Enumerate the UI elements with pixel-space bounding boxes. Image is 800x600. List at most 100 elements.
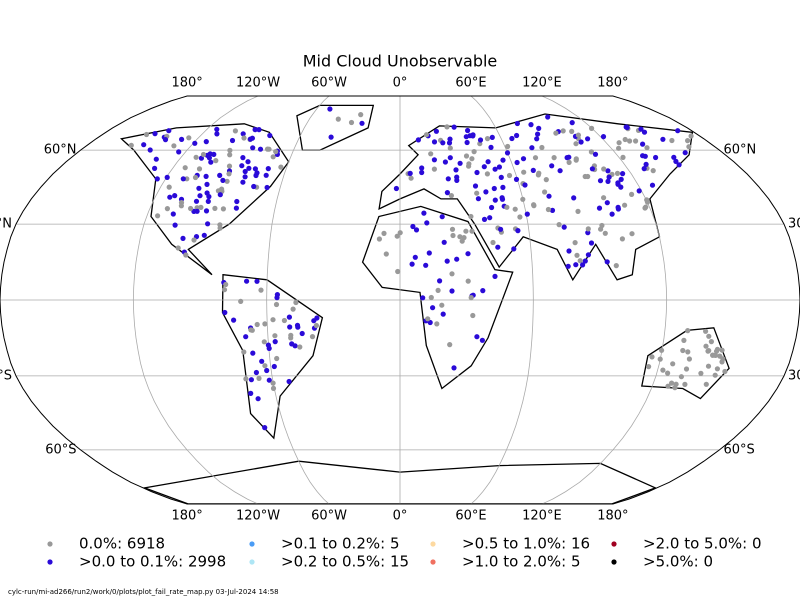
station-dot <box>272 339 278 345</box>
station-dot <box>659 347 665 353</box>
station-dot <box>423 132 430 138</box>
station-dot <box>627 138 633 144</box>
station-dot <box>479 337 485 343</box>
legend-marker <box>249 541 255 547</box>
station-dot <box>536 125 542 131</box>
station-dot <box>557 168 563 174</box>
station-dot <box>128 142 134 148</box>
station-dot <box>500 157 506 163</box>
station-dot <box>170 211 176 217</box>
station-dot <box>642 205 648 211</box>
station-dot <box>457 234 463 240</box>
meridian-label-bottom: 60°W <box>311 509 347 524</box>
station-dot <box>281 317 287 324</box>
station-dot <box>714 366 721 372</box>
station-dot <box>585 136 591 142</box>
station-dot <box>470 312 476 319</box>
coastline <box>378 113 694 282</box>
station-dot <box>193 154 199 160</box>
station-dot <box>274 355 280 362</box>
station-dot <box>265 342 271 348</box>
station-dot <box>242 174 248 180</box>
station-dot <box>297 344 303 350</box>
station-dot <box>601 195 607 201</box>
station-dot <box>328 134 334 140</box>
station-dot <box>449 271 455 277</box>
meridian-label-bottom: 180° <box>171 509 202 524</box>
station-dot <box>427 319 433 326</box>
station-dot <box>430 305 436 311</box>
station-dot <box>227 152 233 158</box>
station-dot <box>504 204 510 210</box>
station-dot <box>250 350 256 356</box>
station-dot <box>246 165 252 171</box>
station-dot <box>572 240 578 246</box>
station-dot <box>465 251 471 257</box>
station-dot <box>179 136 185 142</box>
station-dot <box>266 146 272 152</box>
station-dot <box>483 189 489 195</box>
station-dot <box>565 263 571 269</box>
station-dot <box>383 251 389 257</box>
station-dot <box>192 140 198 146</box>
station-dot <box>703 328 709 334</box>
station-dot <box>426 250 432 256</box>
station-dot <box>660 367 666 373</box>
station-dot <box>622 202 628 208</box>
station-dot <box>180 176 186 182</box>
station-dot <box>604 200 610 206</box>
station-dot <box>553 130 559 136</box>
station-dot <box>474 190 480 196</box>
station-dot <box>669 380 675 386</box>
station-dot <box>408 175 414 181</box>
station-dot <box>531 202 537 208</box>
station-dot <box>262 425 268 431</box>
parallel-label-right: 30°N <box>788 217 800 232</box>
station-dot <box>423 262 429 268</box>
station-dot <box>490 239 496 246</box>
station-dot <box>224 178 230 184</box>
station-dot <box>242 168 248 175</box>
station-dot <box>266 377 272 383</box>
station-dot <box>203 173 209 179</box>
station-dot <box>686 144 692 150</box>
station-dot <box>665 383 671 389</box>
station-dot <box>577 258 583 264</box>
coastline <box>641 327 730 400</box>
station-dot <box>447 342 453 348</box>
station-dot <box>643 161 649 167</box>
station-dot <box>240 131 246 137</box>
station-dot <box>254 170 260 176</box>
station-dot <box>441 239 447 245</box>
legend-label: >1.0 to 2.0%: 5 <box>462 553 581 571</box>
station-dot <box>698 370 704 376</box>
station-dot <box>180 235 186 241</box>
station-dot <box>605 168 611 174</box>
station-dot <box>226 171 232 177</box>
station-dot <box>720 356 726 362</box>
coastline <box>120 123 290 276</box>
meridian-label-top: 0° <box>393 76 408 91</box>
legend-label: 0.0%: 6918 <box>79 535 165 553</box>
station-dot <box>270 385 277 391</box>
station-dot <box>264 367 270 374</box>
station-dot <box>585 226 591 232</box>
station-dot <box>649 182 656 188</box>
station-dot <box>620 154 626 160</box>
legend: 0.0%: 6918>0.0 to 0.1%: 2998 >0.1 to 0.2%… <box>47 535 762 571</box>
station-dot <box>670 361 676 367</box>
station-dot <box>539 144 545 151</box>
station-dot <box>485 159 491 165</box>
station-dot <box>395 268 401 275</box>
station-dot <box>433 128 439 134</box>
station-dot <box>413 227 420 233</box>
station-dot <box>517 214 523 220</box>
station-dot <box>208 159 214 165</box>
station-dot <box>196 166 203 172</box>
station-dot <box>665 370 671 376</box>
station-dot <box>629 231 635 237</box>
station-dot <box>191 237 197 243</box>
station-dot <box>619 236 626 242</box>
station-dot <box>419 169 425 176</box>
